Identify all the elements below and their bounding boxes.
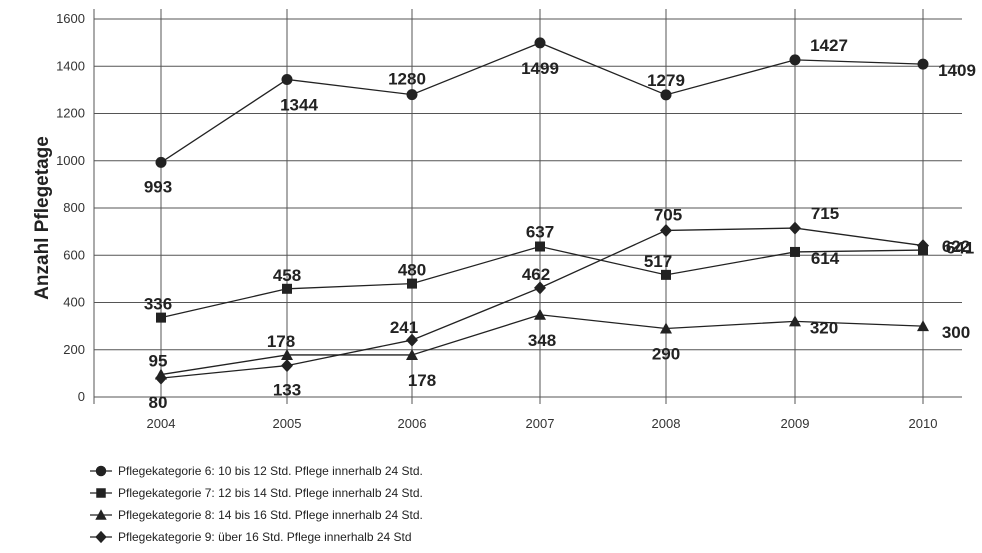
legend-marker <box>96 488 106 498</box>
data-point <box>156 312 166 323</box>
x-tick-label: 2010 <box>909 416 938 431</box>
data-point <box>282 283 292 294</box>
data-point <box>281 73 293 85</box>
legend-label: Pflegekategorie 8: 14 bis 16 Std. Pflege… <box>118 508 423 522</box>
data-label: 1344 <box>280 95 318 114</box>
data-point <box>534 37 546 49</box>
data-label: 458 <box>273 266 301 285</box>
legend-item: Pflegekategorie 6: 10 bis 12 Std. Pflege… <box>90 464 423 478</box>
data-label: 1280 <box>388 70 426 89</box>
data-point <box>535 241 545 252</box>
data-point <box>789 221 801 235</box>
data-label: 622 <box>942 237 970 256</box>
data-label: 715 <box>811 204 839 223</box>
data-label: 290 <box>652 344 680 363</box>
data-label: 95 <box>149 352 168 371</box>
y-axis-label: Anzahl Pflegetage <box>32 136 53 300</box>
x-tick-label: 2007 <box>526 416 555 431</box>
y-tick-label: 600 <box>63 247 85 262</box>
data-label: 348 <box>528 331 556 350</box>
y-tick-label: 1400 <box>56 58 85 73</box>
legend-marker <box>95 509 107 520</box>
y-tick-label: 0 <box>78 389 85 404</box>
y-tick-label: 1600 <box>56 11 85 26</box>
tick-labels: 0 200 400 600 800 1000 1200 1400 1600 2004 2005 200… <box>56 11 937 431</box>
data-point <box>917 320 929 332</box>
data-point <box>917 239 929 253</box>
data-label: 637 <box>526 223 554 242</box>
x-tick-label: 2008 <box>652 416 681 431</box>
data-point <box>660 89 672 101</box>
data-label: 300 <box>942 323 970 342</box>
data-label: 241 <box>390 318 418 337</box>
legend: Pflegekategorie 6: 10 bis 12 Std. Pflege… <box>90 464 423 544</box>
data-label: 641 <box>946 239 974 258</box>
data-label: 1427 <box>810 36 848 55</box>
x-tick-label: 2005 <box>273 416 302 431</box>
legend-item: Pflegekategorie 7: 12 bis 14 Std. Pflege… <box>90 486 423 500</box>
data-label: 1279 <box>647 71 685 90</box>
legend-marker <box>95 465 107 477</box>
legend-item: Pflegekategorie 9: über 16 Std. Pflege i… <box>90 530 412 544</box>
legend-label: Pflegekategorie 7: 12 bis 14 Std. Pflege… <box>118 486 423 500</box>
data-point <box>406 333 418 347</box>
data-point <box>155 156 167 168</box>
data-point <box>661 269 671 280</box>
y-tick-label: 400 <box>63 295 85 310</box>
data-point <box>534 308 546 320</box>
data-label: 178 <box>408 371 436 390</box>
y-tick-label: 1000 <box>56 153 85 168</box>
legend-label: Pflegekategorie 9: über 16 Std. Pflege i… <box>118 530 412 544</box>
x-tick-label: 2004 <box>147 416 176 431</box>
x-tick-label: 2006 <box>398 416 427 431</box>
series-group <box>155 37 929 385</box>
data-point <box>917 58 929 70</box>
y-tick-label: 1200 <box>56 106 85 121</box>
data-point <box>281 348 293 360</box>
data-point <box>789 315 801 327</box>
data-label: 178 <box>267 332 295 351</box>
data-label: 320 <box>810 318 838 337</box>
data-point <box>660 223 672 237</box>
data-label: 705 <box>654 205 682 224</box>
data-label: 336 <box>144 295 172 314</box>
data-point <box>281 359 293 373</box>
data-point <box>534 281 546 295</box>
data-point <box>790 246 800 257</box>
data-point <box>406 348 418 360</box>
y-tick-label: 200 <box>63 342 85 357</box>
data-label: 517 <box>644 252 672 271</box>
data-label: 480 <box>398 261 426 280</box>
y-tick-label: 800 <box>63 200 85 215</box>
data-label: 80 <box>149 393 168 412</box>
data-point <box>660 322 672 334</box>
legend-marker <box>95 530 107 544</box>
data-label: 993 <box>144 177 172 196</box>
data-label: 614 <box>811 249 840 268</box>
data-point <box>155 371 167 385</box>
legend-label: Pflegekategorie 6: 10 bis 12 Std. Pflege… <box>118 464 423 478</box>
data-labels: 993 1344 1280 1499 1279 1427 1409 336 458 480 637 5… <box>144 36 976 412</box>
data-label: 1499 <box>521 59 559 78</box>
data-point <box>789 54 801 66</box>
data-label: 133 <box>273 381 301 400</box>
data-label: 462 <box>522 265 550 284</box>
legend-item: Pflegekategorie 8: 14 bis 16 Std. Pflege… <box>90 508 423 522</box>
data-point <box>407 278 417 289</box>
x-tick-label: 2009 <box>781 416 810 431</box>
data-label: 1409 <box>938 61 976 80</box>
data-point <box>406 89 418 101</box>
